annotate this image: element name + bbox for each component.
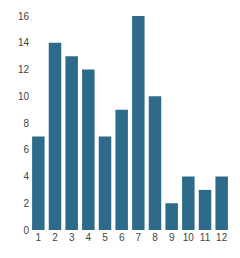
- svg-text:0: 0: [23, 225, 29, 236]
- svg-text:2: 2: [23, 198, 29, 209]
- svg-text:11: 11: [200, 232, 211, 243]
- svg-text:10: 10: [183, 232, 195, 243]
- svg-text:8: 8: [23, 118, 29, 129]
- svg-text:1: 1: [36, 232, 42, 243]
- svg-text:7: 7: [136, 232, 142, 243]
- svg-text:14: 14: [18, 37, 30, 48]
- svg-text:12: 12: [216, 232, 228, 243]
- svg-text:10: 10: [18, 91, 30, 102]
- svg-text:12: 12: [18, 64, 30, 75]
- svg-text:9: 9: [169, 232, 175, 243]
- svg-text:6: 6: [23, 144, 29, 155]
- svg-text:4: 4: [86, 232, 92, 243]
- svg-text:8: 8: [152, 232, 158, 243]
- svg-text:4: 4: [23, 171, 29, 182]
- svg-text:3: 3: [69, 232, 75, 243]
- svg-text:2: 2: [52, 232, 58, 243]
- svg-text:5: 5: [102, 232, 108, 243]
- svg-text:6: 6: [119, 232, 125, 243]
- svg-text:16: 16: [18, 11, 30, 22]
